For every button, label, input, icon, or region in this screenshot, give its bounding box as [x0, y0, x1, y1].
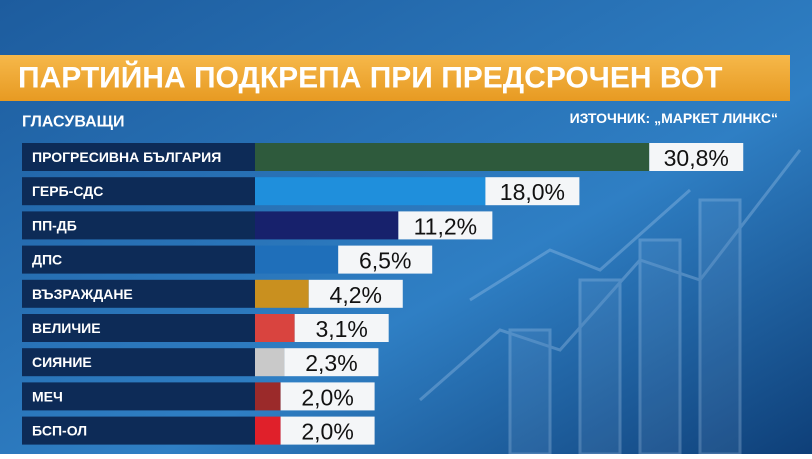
category-label: СИЯНИЕ	[32, 354, 92, 370]
label-box	[22, 143, 255, 171]
value-box	[284, 348, 379, 377]
value-box	[280, 416, 375, 445]
bar	[255, 279, 309, 308]
value-label: 2,0%	[301, 419, 353, 445]
value-label: 2,3%	[305, 350, 357, 376]
category-label: ДПС	[32, 252, 62, 268]
label-box	[22, 177, 255, 206]
category-label: ГЕРБ-СДС	[32, 183, 103, 199]
value-box	[398, 211, 493, 240]
label-box	[22, 348, 255, 377]
category-label: ПП-ДБ	[32, 217, 77, 233]
value-label: 6,5%	[359, 248, 411, 274]
bar	[255, 211, 399, 240]
title-bar	[0, 55, 790, 101]
category-label: ПРОГРЕСИВНА БЪЛГАРИЯ	[32, 149, 221, 165]
label-box	[22, 382, 255, 411]
label-box	[22, 314, 255, 342]
value-box	[338, 245, 433, 274]
value-label: 3,1%	[315, 316, 367, 342]
value-box	[294, 314, 389, 342]
bar	[255, 382, 281, 411]
category-label: ВЕЛИЧИЕ	[32, 320, 101, 336]
category-label: ВЪЗРАЖДАНЕ	[32, 286, 133, 302]
value-label: 2,0%	[301, 384, 353, 410]
source: ИЗТОЧНИК: „МАРКЕТ ЛИНКС“	[570, 110, 778, 126]
category-label: МЕЧ	[32, 388, 63, 404]
value-label: 30,8%	[664, 145, 729, 171]
value-box	[649, 143, 744, 171]
label-box	[22, 279, 255, 308]
bar	[255, 245, 339, 274]
value-box	[308, 279, 403, 308]
value-label: 11,2%	[414, 213, 478, 239]
label-box	[22, 211, 255, 240]
bar	[255, 314, 295, 342]
value-box	[280, 382, 375, 411]
label-box	[22, 245, 255, 274]
category-label: БСП-ОЛ	[32, 423, 87, 439]
value-box	[485, 177, 580, 206]
bar	[255, 177, 486, 206]
value-label: 18,0%	[500, 179, 565, 205]
value-label: 4,2%	[330, 282, 382, 308]
bar	[255, 416, 281, 445]
bar	[255, 143, 650, 171]
chart-title: ПАРТИЙНА ПОДКРЕПА ПРИ ПРЕДСРОЧЕН ВОТ	[18, 61, 722, 95]
label-box	[22, 416, 255, 445]
subtitle: ГЛАСУВАЩИ	[22, 114, 124, 131]
bar	[255, 348, 285, 377]
